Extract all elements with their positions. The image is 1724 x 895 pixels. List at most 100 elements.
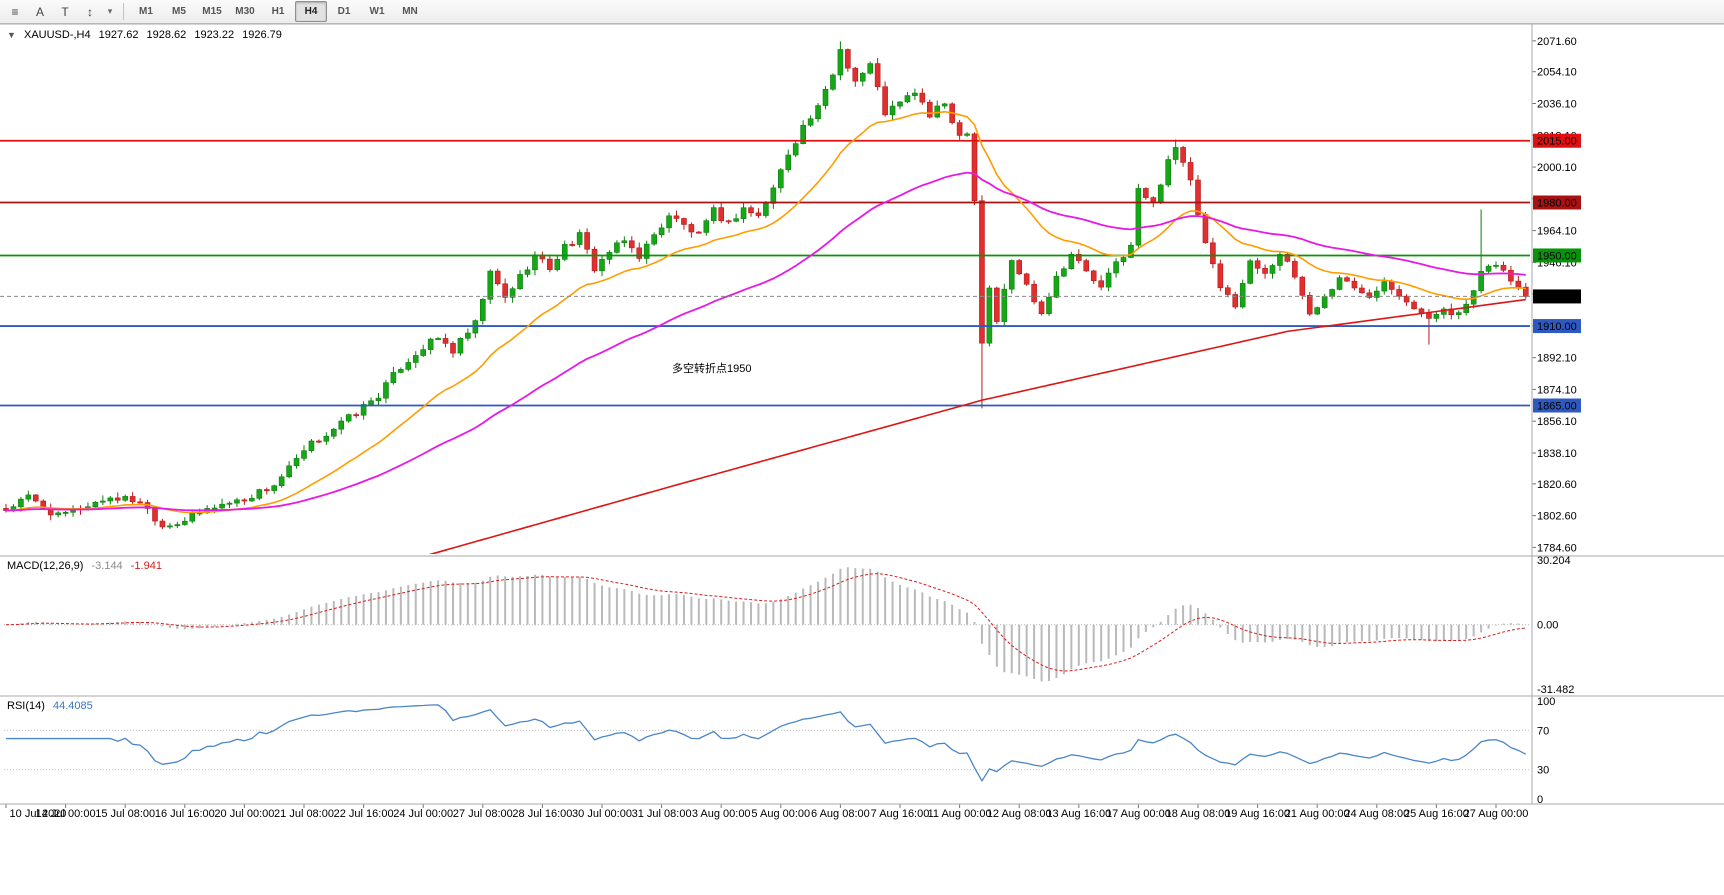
price-tag bbox=[1533, 248, 1581, 263]
candle-body bbox=[1359, 287, 1365, 294]
date-label: 11 Aug 00:00 bbox=[928, 808, 992, 820]
candle-body bbox=[1090, 270, 1097, 282]
candle-body bbox=[114, 497, 121, 501]
candle-body bbox=[353, 414, 359, 417]
candle-body bbox=[360, 404, 367, 416]
timeframe-button-h4[interactable]: H4 bbox=[295, 1, 327, 22]
candle-body bbox=[1411, 301, 1417, 310]
date-label: 13 Aug 16:00 bbox=[1046, 808, 1111, 820]
candle-body bbox=[25, 494, 32, 500]
candle-body bbox=[1157, 184, 1164, 203]
candle-body bbox=[1262, 267, 1268, 274]
date-label: 5 Aug 00:00 bbox=[751, 808, 810, 820]
candle-body bbox=[1366, 292, 1373, 298]
price-tick-label: 1892.10 bbox=[1537, 353, 1577, 365]
candle-body bbox=[733, 218, 739, 222]
candle-body bbox=[1292, 261, 1298, 278]
timeframe-button-d1[interactable]: D1 bbox=[337, 6, 351, 17]
cursor-tool-icon[interactable]: A bbox=[35, 4, 44, 19]
candles bbox=[3, 41, 1529, 530]
candle-body bbox=[792, 143, 799, 156]
candle-body bbox=[1135, 188, 1142, 246]
chart-header: ▼ XAUUSD-,H4 1927.62 1928.62 1923.22 192… bbox=[7, 29, 287, 41]
candle-body bbox=[1217, 263, 1224, 289]
candle-body bbox=[1083, 260, 1090, 272]
timeframe-button-m30[interactable]: M30 bbox=[235, 6, 255, 17]
candle-body bbox=[427, 338, 434, 350]
timeframe-button-m1[interactable]: M1 bbox=[139, 6, 153, 17]
candle-body bbox=[1277, 254, 1283, 266]
candle-body bbox=[316, 440, 322, 443]
rsi-panel[interactable]: 100 70 30 0 bbox=[4, 696, 1555, 806]
timeframe-button-m5[interactable]: M5 bbox=[172, 6, 186, 17]
toolbar-separator bbox=[123, 3, 124, 20]
dropdown-caret-icon[interactable]: ▾ bbox=[107, 6, 113, 16]
ma-fast-line bbox=[5, 110, 1526, 514]
date-label: 10 Jul 2020 bbox=[10, 808, 67, 820]
price-panel[interactable]: 多空转折点1950 bbox=[0, 41, 1530, 573]
chart-menu-icon[interactable]: ≡ bbox=[11, 4, 19, 19]
candle-body bbox=[219, 503, 225, 509]
timeframe-button-w1[interactable]: W1 bbox=[369, 6, 385, 17]
symbol-label: XAUUSD-,H4 bbox=[23, 29, 91, 41]
macd-signal-line bbox=[5, 573, 1526, 672]
candle-body bbox=[1321, 296, 1328, 308]
candle-body bbox=[1128, 244, 1134, 258]
date-label: 24 Aug 08:00 bbox=[1344, 808, 1409, 820]
candle-body bbox=[18, 498, 24, 507]
date-label: 28 Jul 16:00 bbox=[512, 808, 572, 820]
candle-body bbox=[1180, 147, 1186, 163]
price-tick-label: 1964.10 bbox=[1537, 226, 1577, 238]
macd-panel[interactable]: 30.204 0.00 -31.482 bbox=[4, 555, 1574, 696]
candle-body bbox=[479, 298, 486, 321]
candle-body bbox=[1433, 314, 1440, 319]
candle-body bbox=[1515, 280, 1522, 288]
price-tick-label: 1838.10 bbox=[1537, 448, 1577, 460]
text-tool-icon[interactable]: T bbox=[61, 4, 69, 19]
candle-body bbox=[1418, 308, 1425, 314]
macd-scale-bottom: -31.482 bbox=[1537, 684, 1574, 696]
candle-body bbox=[442, 338, 449, 344]
candle-body bbox=[710, 207, 717, 221]
candle-body bbox=[465, 332, 471, 339]
date-label: 6 Aug 08:00 bbox=[811, 808, 870, 820]
price-tick-label: 2054.10 bbox=[1537, 67, 1577, 79]
price-tag-label: 1910.00 bbox=[1537, 321, 1577, 333]
date-label: 21 Aug 00:00 bbox=[1285, 808, 1350, 820]
candle-body bbox=[971, 133, 978, 202]
price-tag-label: 1980.00 bbox=[1537, 198, 1577, 210]
candle-body bbox=[1053, 275, 1060, 298]
candle-body bbox=[1426, 312, 1432, 319]
candle-body bbox=[1247, 260, 1253, 284]
candle-body bbox=[308, 440, 315, 451]
date-label: 14 Jul 00:00 bbox=[36, 808, 96, 820]
price-tag bbox=[1533, 319, 1581, 334]
candle-body bbox=[532, 254, 538, 271]
price-tag bbox=[1533, 195, 1581, 210]
annotation-text: 多空转折点1950 bbox=[672, 361, 751, 375]
candle-body bbox=[584, 232, 590, 250]
candle-body bbox=[293, 458, 300, 467]
candle-body bbox=[979, 200, 985, 344]
scale-tool-icon[interactable]: ↕ bbox=[87, 4, 93, 19]
date-label: 22 Jul 16:00 bbox=[334, 808, 394, 820]
price-axis[interactable]: 2071.602054.102036.102018.102000.101982.… bbox=[1532, 36, 1581, 555]
candle-body bbox=[1284, 254, 1291, 262]
candle-body bbox=[621, 240, 628, 244]
price-tick-label: 1802.60 bbox=[1537, 511, 1577, 523]
candle-body bbox=[1001, 288, 1008, 322]
timeframe-button-h1[interactable]: H1 bbox=[271, 6, 285, 17]
candle-body bbox=[301, 450, 307, 459]
macd-name: MACD(12,26,9) bbox=[7, 560, 84, 572]
candle-body bbox=[1113, 261, 1119, 274]
date-label: 12 Aug 08:00 bbox=[987, 808, 1052, 820]
timeframe-button-mn[interactable]: MN bbox=[402, 6, 418, 17]
timeframe-button-m15[interactable]: M15 bbox=[202, 6, 222, 17]
candle-body bbox=[383, 382, 389, 399]
candle-body bbox=[330, 428, 337, 437]
candle-body bbox=[867, 63, 874, 74]
date-label: 7 Aug 16:00 bbox=[871, 808, 930, 820]
date-label: 21 Jul 08:00 bbox=[274, 808, 334, 820]
